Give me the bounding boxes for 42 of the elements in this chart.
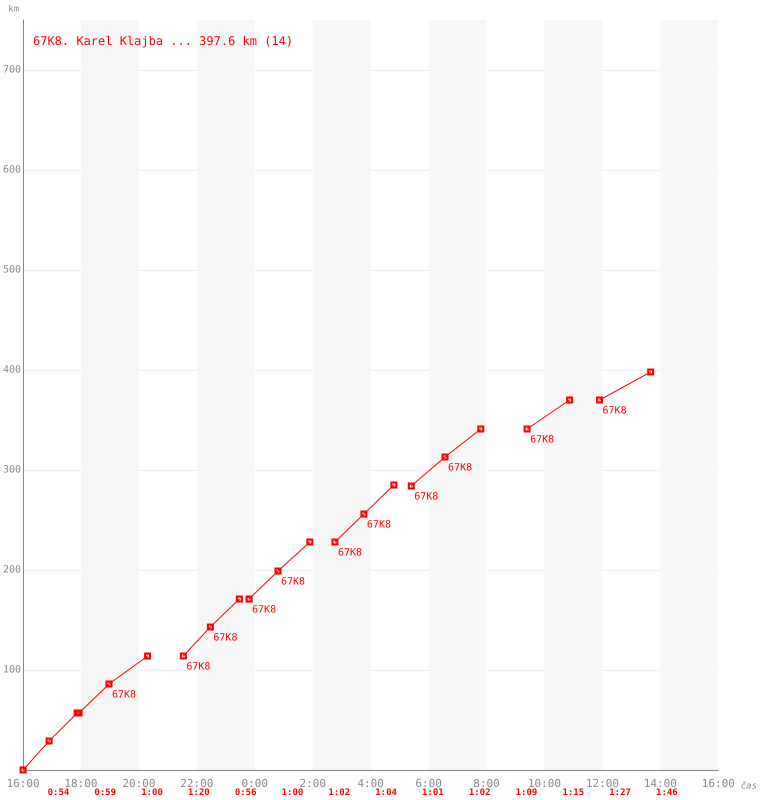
y-tick-label: 400 — [3, 364, 22, 376]
text: 1:46 — [656, 788, 678, 798]
y-tick-label: 100 — [3, 664, 22, 676]
x-tick-label: 2:00 — [299, 777, 326, 790]
text: 1:02 — [328, 788, 350, 798]
x-axis-title: čas — [740, 780, 757, 792]
y-tick-label: 500 — [3, 264, 22, 276]
text: 1:20 — [188, 788, 210, 798]
annotation: 67K8 — [602, 406, 627, 416]
y-tick-label: 700 — [3, 64, 22, 76]
text: 1:27 — [609, 788, 631, 798]
text: 1:04 — [375, 788, 398, 798]
annotation: 67K8 — [414, 492, 438, 502]
x-tick-label: 18:00 — [64, 777, 98, 790]
y-tick-label: 300 — [3, 464, 22, 476]
annotation: 67K8 — [252, 604, 276, 616]
text: 1:02 — [468, 788, 491, 798]
text: 1:09 — [516, 788, 538, 798]
x-tick-label: 16:00 — [702, 777, 735, 790]
text: 1:00 — [141, 788, 163, 798]
text: 1:00 — [282, 788, 304, 798]
text: 0:59 — [94, 788, 116, 798]
annotation: 67K8 — [530, 434, 554, 446]
y-tick-label: 200 — [3, 564, 22, 576]
y-axis-title: km — [8, 4, 20, 14]
annotation: 67K8 — [280, 576, 306, 588]
annotation: 67K8 — [366, 520, 392, 530]
annotation: 67K8 — [186, 662, 210, 672]
text: 1:15 — [562, 788, 584, 798]
annotation: 67K8 — [448, 462, 472, 474]
x-tick-label: 12:00 — [586, 777, 619, 790]
text: 67K8. Karel Klajba ... 397.6 km (14) — [33, 34, 294, 48]
annotation: 67K8 — [338, 548, 362, 558]
y-tick-label: 600 — [3, 164, 22, 176]
text: 0:56 — [234, 788, 257, 798]
x-tick-label: 6:00 — [415, 777, 442, 790]
text: 0:54 — [48, 788, 70, 798]
text: 1:01 — [422, 788, 444, 798]
x-tick-label: 4:00 — [357, 777, 384, 790]
annotation: 67K8 — [112, 690, 136, 700]
annotation: 67K8 — [213, 632, 238, 644]
x-tick-label: 16:00 — [6, 777, 40, 790]
